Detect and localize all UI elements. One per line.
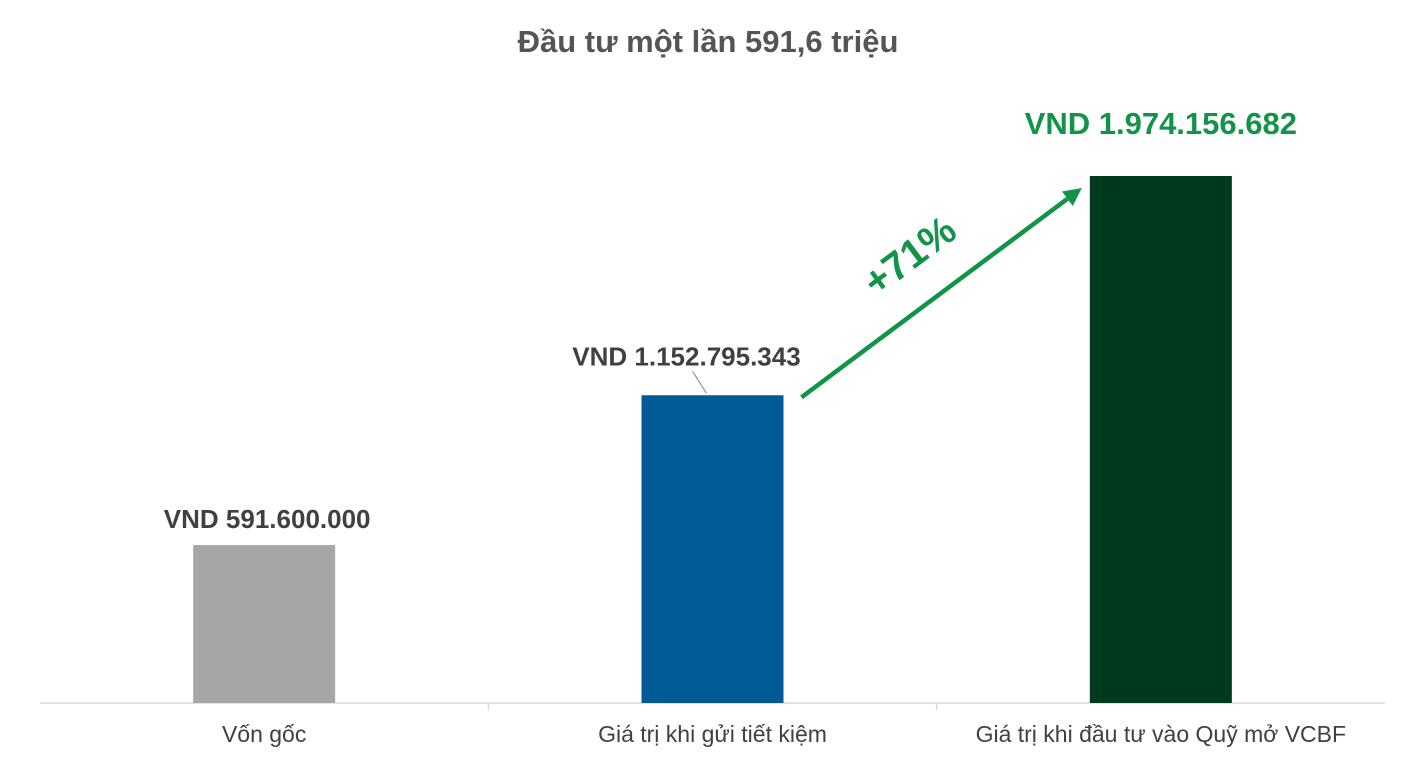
bar bbox=[641, 395, 784, 703]
growth-arrow-head bbox=[1062, 188, 1082, 206]
bar bbox=[193, 545, 336, 703]
bar bbox=[1089, 176, 1232, 703]
data-label: VND 591.600.000 bbox=[164, 504, 371, 534]
x-tick-label: Giá trị khi gửi tiết kiệm bbox=[598, 721, 827, 747]
growth-arrow-line bbox=[800, 196, 1069, 400]
x-axis: Vốn gốc Giá trị khi gửi tiết kiệm Giá trị … bbox=[40, 702, 1385, 747]
x-tick-label: Vốn gốc bbox=[222, 721, 306, 747]
growth-annotation: +71% bbox=[800, 188, 1082, 400]
x-tick-label: Giá trị khi đầu tư vào Quỹ mở VCBF bbox=[976, 721, 1346, 747]
data-label: VND 1.974.156.682 bbox=[1025, 106, 1297, 141]
bars bbox=[193, 176, 1232, 703]
data-labels: VND 591.600.000 VND 1.152.795.343 VND 1.97… bbox=[164, 106, 1297, 534]
data-label-leader bbox=[692, 370, 707, 394]
chart-title: Đầu tư một lần 591,6 triệu bbox=[518, 24, 899, 59]
data-label: VND 1.152.795.343 bbox=[572, 341, 800, 371]
